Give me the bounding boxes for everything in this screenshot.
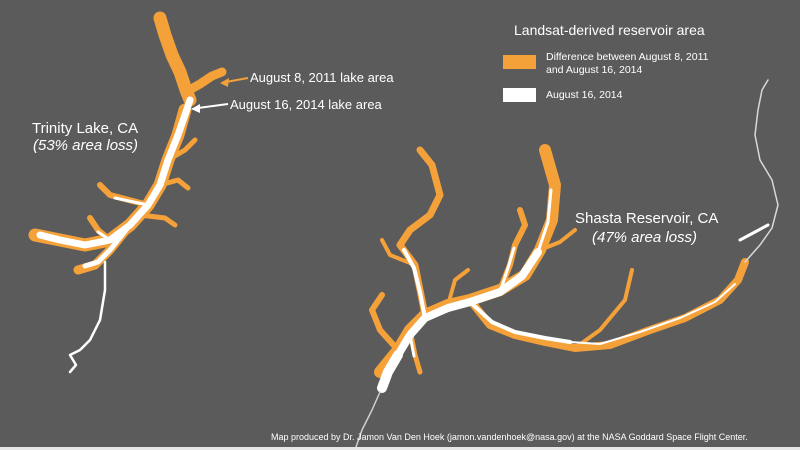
shasta-reservoir-2014-area (355, 79, 779, 447)
shasta-reservoir-loss: (47% area loss) (592, 229, 698, 246)
trinity-lake-name: Trinity Lake, CA (32, 120, 139, 137)
legend-label-difference: Difference between August 8, 2011 and Au… (546, 51, 709, 76)
callout-arrow-2014 (191, 103, 229, 113)
callout-arrow-2011 (220, 77, 249, 87)
legend-title: Landsat-derived reservoir area (514, 22, 705, 38)
legend-swatch-difference (503, 55, 536, 69)
callout-label-2014: August 16, 2014 lake area (230, 97, 382, 112)
legend-label-2014: August 16, 2014 (546, 89, 623, 101)
legend-swatch-2014 (503, 88, 536, 102)
map-credit: Map produced by Dr. Jamon Van Den Hoek (… (271, 432, 748, 442)
callout-label-2011: August 8, 2011 lake area (250, 70, 394, 85)
shasta-reservoir-name: Shasta Reservoir, CA (575, 210, 719, 227)
bottom-border (0, 447, 800, 450)
trinity-lake-2014-area (36, 96, 194, 374)
trinity-lake-loss: (53% area loss) (33, 137, 139, 154)
